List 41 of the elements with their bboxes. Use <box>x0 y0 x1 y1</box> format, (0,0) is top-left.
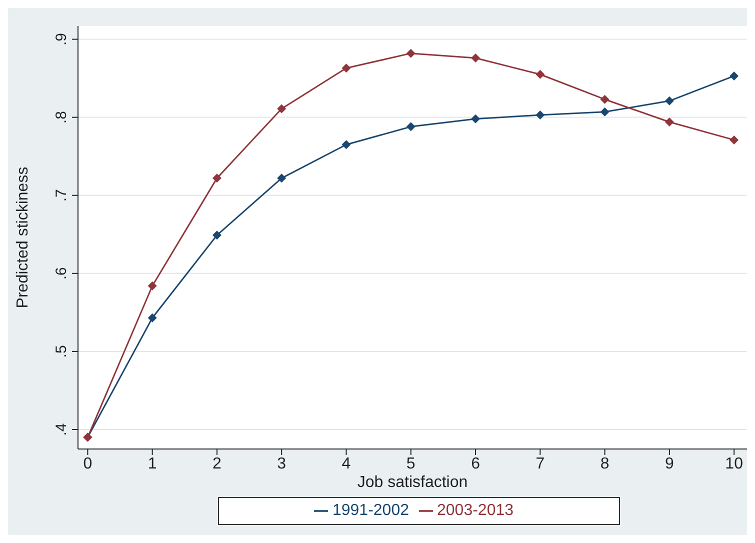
point <box>406 122 416 132</box>
point <box>664 117 674 126</box>
y-tick-label: .9 <box>53 33 70 46</box>
point <box>342 140 351 150</box>
point <box>471 114 480 124</box>
x-tick-label: 8 <box>600 455 610 472</box>
point <box>212 174 222 183</box>
legend-label: 2003-2013 <box>437 502 514 519</box>
x-tick-label: 0 <box>83 455 92 472</box>
x-axis-title: Job satisfaction <box>357 474 468 491</box>
point <box>730 71 739 80</box>
point <box>600 107 610 116</box>
y-tick-label: .4 <box>53 423 70 436</box>
point <box>342 64 351 73</box>
x-tick-label: 4 <box>342 455 351 472</box>
point <box>471 54 480 62</box>
y-tick-label: .5 <box>53 345 70 358</box>
x-tick-label: 6 <box>471 455 480 472</box>
point <box>600 94 610 104</box>
point <box>277 104 286 114</box>
x-tick-label: 3 <box>277 455 286 472</box>
legend-label: 1991-2002 <box>332 502 409 519</box>
point <box>664 96 674 106</box>
x-tick-label: 9 <box>664 455 674 472</box>
x-tick-label: 2 <box>212 455 222 472</box>
point <box>406 48 416 58</box>
point <box>212 230 222 240</box>
x-tick-label: 1 <box>148 455 157 472</box>
y-tick-label: .6 <box>53 267 70 280</box>
point <box>277 174 286 183</box>
x-tick-label: 10 <box>725 455 744 472</box>
point <box>536 70 545 79</box>
x-tick-label: 5 <box>406 455 416 472</box>
point <box>148 281 157 290</box>
point <box>730 135 739 144</box>
point <box>148 313 157 322</box>
y-axis-title: Predicted stickiness <box>14 166 32 308</box>
point <box>536 110 545 120</box>
y-tick-label: .8 <box>53 111 70 124</box>
y-tick-label: .7 <box>53 189 70 202</box>
x-tick-label: 7 <box>536 455 545 472</box>
